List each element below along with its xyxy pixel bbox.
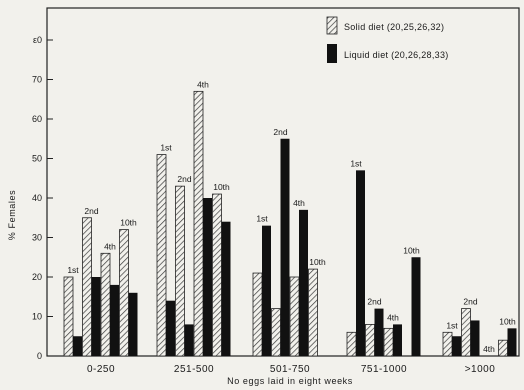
x-axis-title: No eggs laid in eight weeks (227, 376, 353, 386)
bar-solid-diet-0-2 (100, 252, 111, 357)
x-tick-label-3: 751-1000 (361, 364, 407, 375)
y-tick-label-70: 70 (32, 75, 42, 85)
bar-solid-diet-3-1 (365, 323, 375, 357)
bar-liquid-diet-3-1 (374, 308, 384, 356)
bar-liquid-diet-0-0 (73, 336, 82, 356)
bar-solid-diet-1-0 (156, 154, 167, 357)
x-tick-label-2: 501-750 (270, 364, 310, 375)
bar-solid-diet-4-3 (498, 339, 508, 357)
y-axis-title: % Females (7, 190, 17, 240)
bar-solid-diet-4-0 (442, 331, 453, 357)
bar-solid-diet-0-1 (82, 217, 92, 357)
bar-label-1-3: 10th (213, 182, 230, 192)
bar-label-4-2: 4th (483, 344, 495, 354)
y-tick-label-40: 40 (32, 193, 42, 203)
bar-liquid-diet-1-0 (166, 300, 175, 356)
bar-solid-diet-0-3 (119, 229, 129, 357)
bar-label-0-1: 2nd (84, 206, 98, 216)
bar-label-3-3: 10th (403, 245, 420, 255)
bar-liquid-diet-0-3 (128, 292, 138, 356)
bar-liquid-diet-1-3 (221, 221, 231, 356)
y-tick-label-20: 20 (32, 272, 42, 282)
bar-liquid-diet-4-1 (470, 320, 480, 356)
bar-liquid-diet-4-0 (452, 336, 461, 356)
x-tick-label-1: 251-500 (174, 364, 214, 375)
y-tick-label-0: 0 (37, 351, 42, 361)
bar-solid-diet-2-2 (289, 276, 300, 357)
x-tick-label-4: >1000 (465, 364, 496, 375)
bar-label-1-1: 2nd (177, 174, 191, 184)
bar-label-0-2: 4th (104, 241, 116, 251)
bar-liquid-diet-2-2 (299, 209, 308, 356)
y-tick-label-30: 30 (32, 233, 42, 243)
bar-solid-diet-3-0 (346, 331, 357, 357)
bar-solid-diet-2-3 (308, 268, 318, 357)
bar-liquid-diet-1-1 (184, 324, 194, 356)
y-tick-label-50: 50 (32, 154, 42, 164)
bar-label-2-1: 2nd (273, 127, 287, 137)
y-tick-label-10: 10 (32, 312, 42, 322)
bar-solid-diet-2-0 (252, 272, 263, 357)
bar-label-1-0: 1st (160, 143, 172, 153)
x-tick-label-0: 0-250 (87, 364, 115, 375)
legend: Solid diet (20,25,26,32) Liquid diet (20… (326, 16, 449, 63)
bars-layer (63, 90, 517, 357)
y-tick-label-80: ε0 (33, 35, 42, 45)
bar-liquid-diet-2-0 (262, 225, 271, 356)
bar-liquid-diet-3-3 (411, 257, 421, 356)
bar-solid-diet-2-1 (271, 308, 281, 357)
bar-solid-diet-1-1 (175, 185, 185, 357)
bar-label-0-3: 10th (120, 218, 137, 228)
y-axis: 0 10 20 30 40 50 60 70 ε0 (32, 35, 53, 361)
bar-label-4-0: 1st (446, 320, 458, 330)
legend-swatch-liquid-diet (327, 44, 337, 63)
bar-liquid-diet-4-3 (507, 328, 517, 356)
bar-solid-diet-0-0 (63, 276, 74, 357)
bar-liquid-diet-3-0 (356, 170, 365, 356)
bar-solid-diet-3-2 (383, 327, 394, 357)
bar-liquid-diet-3-2 (393, 324, 402, 356)
bar-label-1-2: 4th (197, 79, 209, 89)
bar-label-3-0: 1st (350, 158, 362, 168)
bar-label-2-2: 4th (293, 198, 305, 208)
legend-label-solid-diet: Solid diet (20,25,26,32) (344, 22, 444, 32)
bar-labels-layer: 1st 2nd 4th 10th 1st 2nd 4th 10th 1st 2nd 4th 10th 1… (67, 79, 516, 354)
bar-solid-diet-4-1 (461, 308, 471, 357)
bar-label-3-2: 4th (387, 312, 399, 322)
bar-liquid-diet-2-1 (280, 138, 290, 356)
bar-label-4-1: 2nd (463, 297, 477, 307)
bar-solid-diet-1-3 (212, 193, 222, 357)
y-tick-label-60: 60 (32, 114, 42, 124)
legend-swatch-solid-diet (326, 16, 338, 35)
bar-label-3-1: 2nd (367, 297, 381, 307)
bar-liquid-diet-1-2 (203, 198, 212, 356)
bar-label-2-3: 10th (309, 257, 326, 267)
x-axis: 0-250 251-500 501-750 751-1000 >1000 (87, 364, 495, 375)
bar-solid-diet-1-2 (193, 90, 204, 357)
bar-label-0-0: 1st (67, 265, 79, 275)
bar-label-4-3: 10th (499, 316, 516, 326)
bar-liquid-diet-0-1 (91, 277, 101, 356)
bar-liquid-diet-0-2 (110, 284, 119, 356)
legend-label-liquid-diet: Liquid diet (20,26,28,33) (344, 50, 449, 60)
bar-label-2-0: 1st (256, 214, 268, 224)
